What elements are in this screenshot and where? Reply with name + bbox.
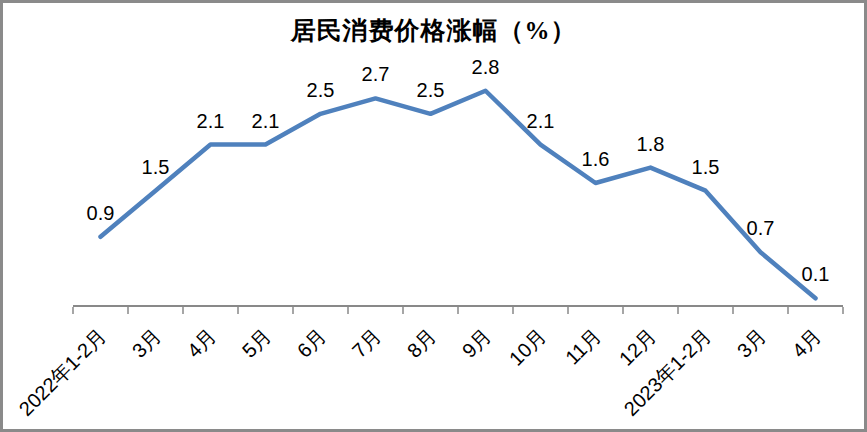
data-label: 2.8 (472, 56, 500, 78)
x-axis-label: 3月 (128, 324, 166, 362)
data-labels: 0.9 1.5 2.1 2.1 2.5 2.7 2.5 2.8 2.1 1.6 1.8 1.5 0.7 0… (87, 56, 830, 286)
data-label: 2.1 (527, 110, 555, 132)
x-axis (73, 306, 843, 314)
data-label: 2.1 (197, 110, 225, 132)
x-axis-label: 7月 (348, 324, 386, 362)
x-axis-label: 4月 (183, 324, 221, 362)
x-axis-label: 2022年1-2月 (15, 324, 111, 420)
line-chart: 0.9 1.5 2.1 2.1 2.5 2.7 2.5 2.8 2.1 1.6 1.8 1.5 0.7 0… (3, 3, 864, 429)
data-label: 2.1 (252, 110, 280, 132)
data-label: 1.5 (142, 156, 170, 178)
x-axis-label: 4月 (788, 324, 826, 362)
data-label: 0.7 (747, 217, 775, 239)
data-label: 0.9 (87, 202, 115, 224)
x-axis-label: 12月 (615, 324, 660, 369)
x-axis-label: 6月 (293, 324, 331, 362)
x-axis-label: 3月 (733, 324, 771, 362)
data-label: 2.7 (362, 63, 390, 85)
x-axis-label: 11月 (561, 324, 605, 368)
data-label: 0.1 (802, 263, 830, 285)
data-label: 2.5 (307, 79, 335, 101)
data-label: 2.5 (417, 79, 445, 101)
x-axis-label: 5月 (238, 324, 276, 362)
x-axis-labels: 2022年1-2月3月4月5月6月7月8月9月10月11月12月2023年1-2… (15, 324, 826, 420)
data-label: 1.5 (692, 156, 720, 178)
x-axis-label: 8月 (403, 324, 441, 362)
x-axis-label: 9月 (458, 324, 496, 362)
data-label: 1.8 (637, 133, 665, 155)
data-label: 1.6 (582, 148, 610, 170)
chart-window: 居民消费价格涨幅（%） 0.91.52.12.12.52.72.52.82.11… (0, 0, 867, 432)
x-axis-label: 10月 (505, 324, 550, 369)
